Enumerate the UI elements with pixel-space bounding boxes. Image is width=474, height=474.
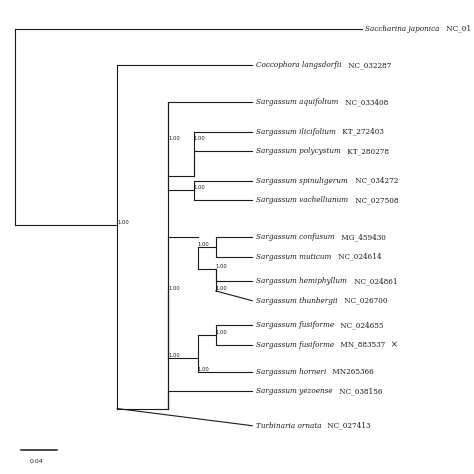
Text: Sargassum spinuligerum: Sargassum spinuligerum xyxy=(255,177,347,185)
Text: NC_038156: NC_038156 xyxy=(337,387,383,395)
Text: Saccharina japonica: Saccharina japonica xyxy=(365,25,439,33)
Text: NC_024614: NC_024614 xyxy=(336,253,381,261)
Text: Sargassum horneri: Sargassum horneri xyxy=(255,368,326,376)
Text: 1.00: 1.00 xyxy=(194,185,206,191)
Text: NC_027413: NC_027413 xyxy=(326,422,371,430)
Text: 1.00: 1.00 xyxy=(198,242,209,247)
Text: KT_272403: KT_272403 xyxy=(340,128,384,136)
Text: KT_280278: KT_280278 xyxy=(346,147,390,155)
Text: MG_459430: MG_459430 xyxy=(339,233,386,241)
Text: 0.04: 0.04 xyxy=(30,459,44,464)
Text: Coccophora langsdorfii: Coccophora langsdorfii xyxy=(255,62,341,69)
Text: NC_01: NC_01 xyxy=(444,25,471,33)
Text: NC_033408: NC_033408 xyxy=(343,98,388,106)
Text: Turbinaria ornata: Turbinaria ornata xyxy=(255,422,321,430)
Text: Sargassum confusum: Sargassum confusum xyxy=(255,233,334,241)
Text: 1.00: 1.00 xyxy=(216,264,228,269)
Text: ×: × xyxy=(388,340,398,349)
Text: NC_027508: NC_027508 xyxy=(353,196,399,204)
Text: Sargassum muticum: Sargassum muticum xyxy=(255,253,331,261)
Text: MN265366: MN265366 xyxy=(330,368,374,376)
Text: 1.00: 1.00 xyxy=(198,367,209,372)
Text: Sargassum vachellianum: Sargassum vachellianum xyxy=(255,196,347,204)
Text: Sargassum aquifolium: Sargassum aquifolium xyxy=(255,98,338,106)
Text: MN_883537: MN_883537 xyxy=(338,341,386,349)
Text: NC_024655: NC_024655 xyxy=(338,321,384,329)
Text: NC_024861: NC_024861 xyxy=(352,277,397,285)
Text: 1.00: 1.00 xyxy=(216,286,228,291)
Text: Sargassum polycystum: Sargassum polycystum xyxy=(255,147,340,155)
Text: NC_032287: NC_032287 xyxy=(346,62,392,69)
Text: Sargassum hemiphyllum: Sargassum hemiphyllum xyxy=(255,277,346,285)
Text: 1.00: 1.00 xyxy=(216,330,228,335)
Text: Sargassum fusiforme: Sargassum fusiforme xyxy=(255,321,334,329)
Text: 1.00: 1.00 xyxy=(194,137,206,141)
Text: NC_034272: NC_034272 xyxy=(353,177,398,185)
Text: Sargassum ilicifolium: Sargassum ilicifolium xyxy=(255,128,336,136)
Text: 1.00: 1.00 xyxy=(168,353,180,358)
Text: Sargassum fusiforme: Sargassum fusiforme xyxy=(255,341,334,349)
Text: 1.00: 1.00 xyxy=(168,286,180,291)
Text: NC_026700: NC_026700 xyxy=(342,297,388,305)
Text: 1.00: 1.00 xyxy=(117,220,129,225)
Text: 1.00: 1.00 xyxy=(168,137,180,141)
Text: Sargassum thunbergii: Sargassum thunbergii xyxy=(255,297,337,305)
Text: Sargassum yezoense: Sargassum yezoense xyxy=(255,387,332,395)
